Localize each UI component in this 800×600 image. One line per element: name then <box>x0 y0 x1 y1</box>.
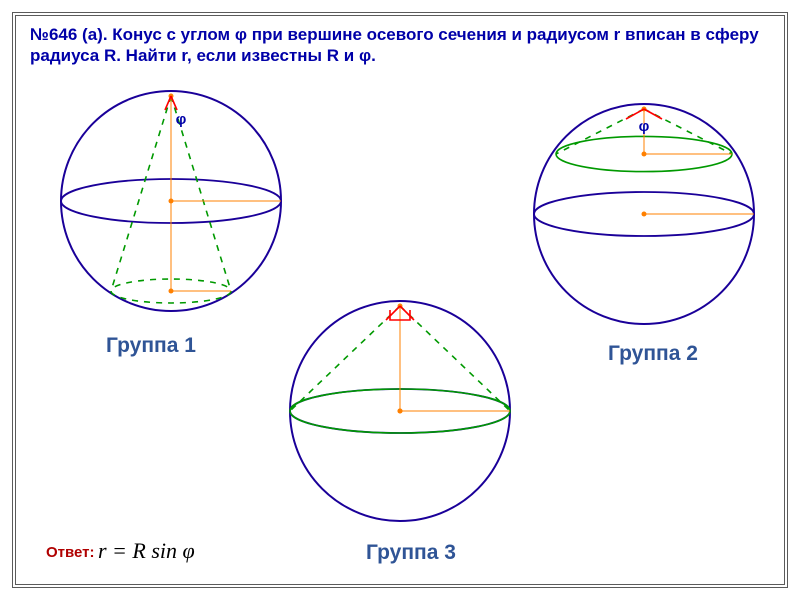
answer-prefix: Ответ: <box>46 544 95 561</box>
group3-label: Группа 3 <box>366 541 456 565</box>
group1-label: Группа 1 <box>106 334 196 358</box>
group2-label: Группа 2 <box>608 342 698 366</box>
answer-formula: r = R sin φ <box>98 538 195 564</box>
svg-text:φ: φ <box>639 118 650 135</box>
slide-frame: №646 (а). Конус с углом φ при вершине ос… <box>12 12 788 588</box>
svg-text:φ: φ <box>176 111 187 128</box>
diagram-canvas: φφ <box>16 16 792 592</box>
problem-title: №646 (а). Конус с углом φ при вершине ос… <box>30 24 770 67</box>
